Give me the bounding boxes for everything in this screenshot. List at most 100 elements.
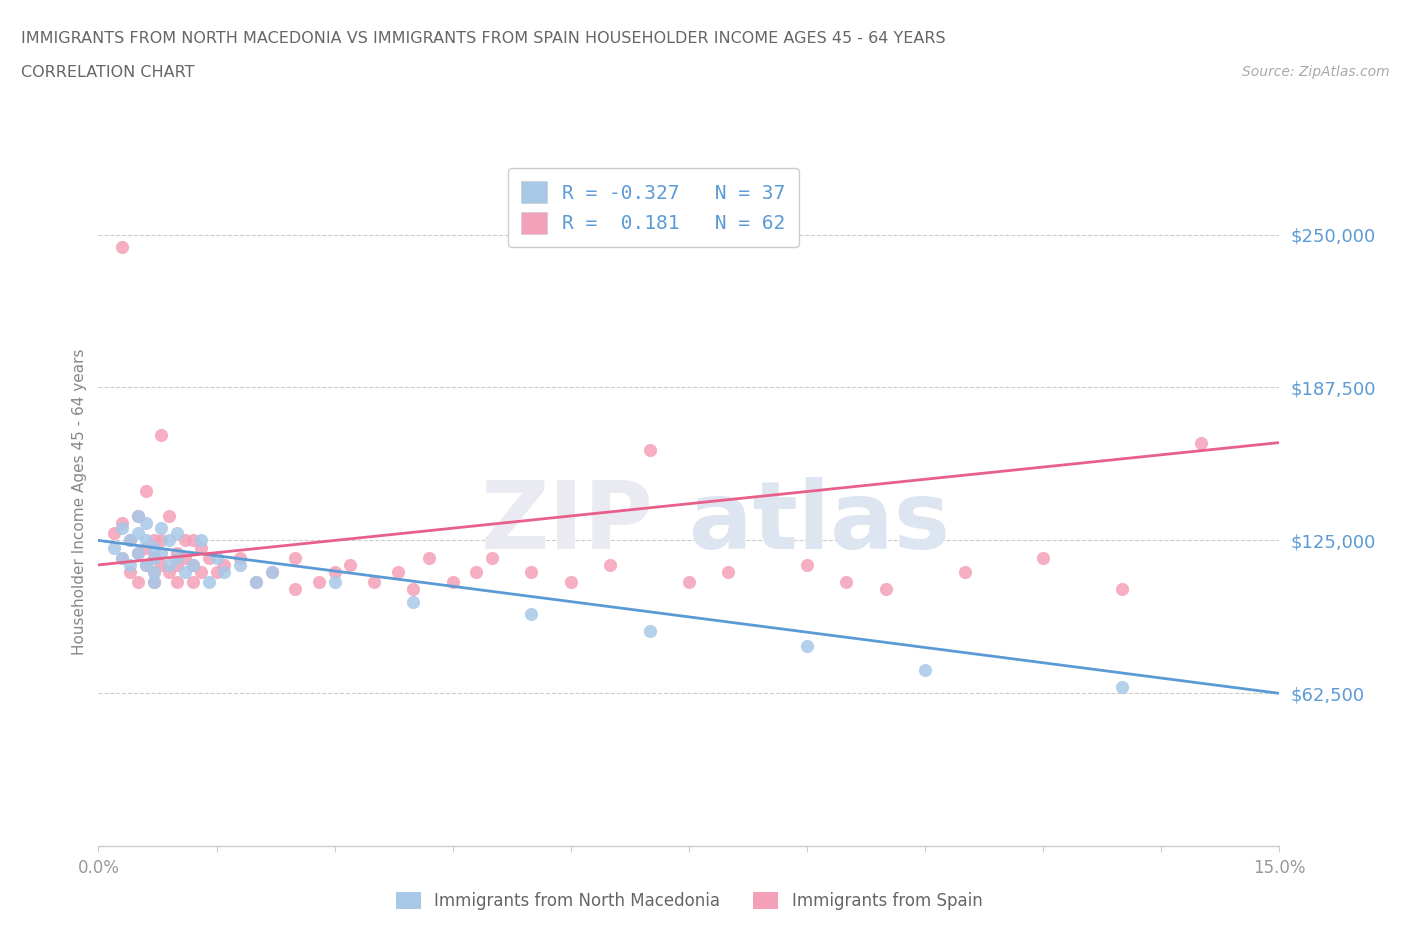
Point: [103, 525, 125, 540]
Point: [197, 575, 219, 590]
Point: [174, 533, 197, 548]
Point: [465, 565, 488, 579]
Point: [166, 525, 188, 540]
Point: [260, 565, 283, 579]
Point: [166, 551, 188, 565]
Point: [197, 551, 219, 565]
Point: [150, 521, 173, 536]
Point: [284, 551, 307, 565]
Point: [142, 565, 165, 579]
Point: [111, 551, 134, 565]
Point: [157, 565, 180, 579]
Point: [166, 545, 188, 560]
Point: [638, 623, 661, 638]
Point: [127, 545, 149, 560]
Point: [135, 533, 157, 548]
Point: [323, 565, 346, 579]
Point: [796, 557, 818, 572]
Point: [190, 565, 212, 579]
Point: [135, 540, 157, 555]
Point: [174, 565, 197, 579]
Point: [150, 557, 173, 572]
Text: IMMIGRANTS FROM NORTH MACEDONIA VS IMMIGRANTS FROM SPAIN HOUSEHOLDER INCOME AGES: IMMIGRANTS FROM NORTH MACEDONIA VS IMMIG…: [21, 31, 946, 46]
Point: [127, 509, 149, 524]
Point: [1111, 582, 1133, 597]
Text: CORRELATION CHART: CORRELATION CHART: [21, 65, 194, 80]
Point: [308, 575, 330, 590]
Point: [150, 533, 173, 548]
Point: [387, 565, 409, 579]
Text: atlas: atlas: [689, 477, 950, 569]
Point: [118, 533, 141, 548]
Point: [118, 557, 141, 572]
Point: [260, 565, 283, 579]
Point: [142, 575, 165, 590]
Point: [142, 540, 165, 555]
Point: [142, 575, 165, 590]
Point: [174, 551, 197, 565]
Point: [1111, 680, 1133, 695]
Point: [323, 575, 346, 590]
Point: [111, 521, 134, 536]
Point: [214, 565, 236, 579]
Point: [181, 575, 204, 590]
Point: [402, 582, 425, 597]
Point: [520, 606, 543, 621]
Point: [157, 533, 180, 548]
Point: [245, 575, 267, 590]
Point: [214, 557, 236, 572]
Point: [111, 551, 134, 565]
Point: [127, 509, 149, 524]
Point: [103, 540, 125, 555]
Point: [418, 551, 440, 565]
Point: [142, 551, 165, 565]
Point: [157, 509, 180, 524]
Point: [229, 557, 252, 572]
Point: [1189, 435, 1212, 450]
Point: [914, 663, 936, 678]
Point: [284, 582, 307, 597]
Point: [142, 565, 165, 579]
Point: [205, 565, 228, 579]
Point: [599, 557, 621, 572]
Point: [1032, 551, 1054, 565]
Text: Source: ZipAtlas.com: Source: ZipAtlas.com: [1241, 65, 1389, 79]
Point: [135, 516, 157, 531]
Point: [135, 484, 157, 498]
Point: [441, 575, 464, 590]
Point: [190, 540, 212, 555]
Point: [142, 551, 165, 565]
Point: [135, 557, 157, 572]
Point: [402, 594, 425, 609]
Text: ZIP: ZIP: [481, 477, 654, 569]
Point: [118, 565, 141, 579]
Point: [796, 638, 818, 653]
Point: [205, 551, 228, 565]
Point: [339, 557, 361, 572]
Point: [245, 575, 267, 590]
Point: [835, 575, 858, 590]
Point: [135, 557, 157, 572]
Point: [157, 557, 180, 572]
Point: [229, 551, 252, 565]
Point: [166, 557, 188, 572]
Point: [142, 533, 165, 548]
Point: [127, 575, 149, 590]
Point: [127, 525, 149, 540]
Point: [127, 545, 149, 560]
Point: [560, 575, 582, 590]
Point: [181, 557, 204, 572]
Point: [481, 551, 503, 565]
Point: [118, 533, 141, 548]
Point: [181, 557, 204, 572]
Point: [111, 239, 134, 254]
Point: [638, 443, 661, 458]
Y-axis label: Householder Income Ages 45 - 64 years: Householder Income Ages 45 - 64 years: [72, 349, 87, 656]
Point: [520, 565, 543, 579]
Point: [363, 575, 385, 590]
Point: [181, 533, 204, 548]
Point: [717, 565, 740, 579]
Point: [111, 516, 134, 531]
Point: [190, 533, 212, 548]
Point: [678, 575, 700, 590]
